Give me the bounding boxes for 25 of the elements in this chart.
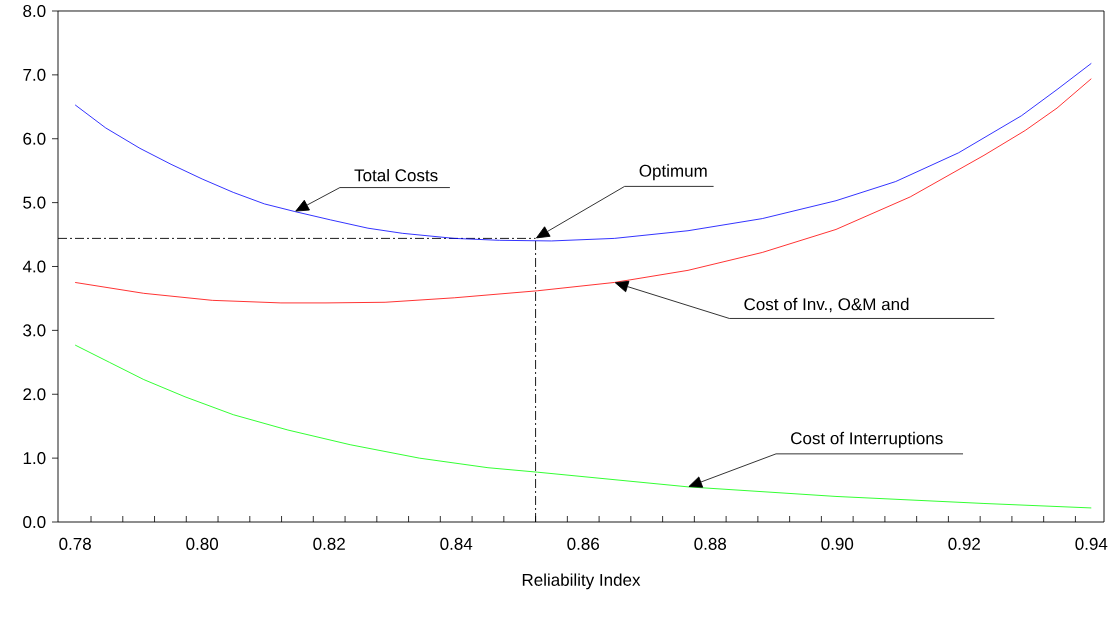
y-tick-label: 8.0 xyxy=(23,4,46,18)
y-tick-label: 1.0 xyxy=(23,452,46,465)
x-tick-label: 0.86 xyxy=(567,537,600,550)
text: Cost of Inv., O&M and xyxy=(744,297,909,313)
line-series xyxy=(74,344,1092,509)
y-tick-label: 5.0 xyxy=(23,196,46,209)
y-tick-label: 2.0 xyxy=(23,388,46,401)
x-tick-label: 0.84 xyxy=(440,537,473,550)
text: Cost of Interruptions xyxy=(791,431,943,448)
x-tick-label: 0.94 xyxy=(1075,537,1108,550)
y-tick-label: 6.0 xyxy=(23,132,46,145)
y-tick-label: 7.0 xyxy=(23,68,46,81)
y-tick-label: 4.0 xyxy=(22,260,46,273)
text: Total Costs xyxy=(354,168,438,182)
y-tick-label: 0.0 xyxy=(23,515,46,529)
x-tick-label: 0.90 xyxy=(821,537,854,550)
x-tick-label: 0.82 xyxy=(313,537,345,550)
x-axis-title: Reliability Index xyxy=(522,573,641,590)
x-tick-label: 0.88 xyxy=(694,537,727,550)
x-tick-label: 0.78 xyxy=(59,537,91,550)
x-tick-label: 0.80 xyxy=(186,537,219,550)
y-tick-label: 3.0 xyxy=(23,324,46,337)
annotation: Optimum xyxy=(639,164,707,181)
line-series xyxy=(74,62,1092,242)
x-tick-label: 0.92 xyxy=(948,537,980,550)
